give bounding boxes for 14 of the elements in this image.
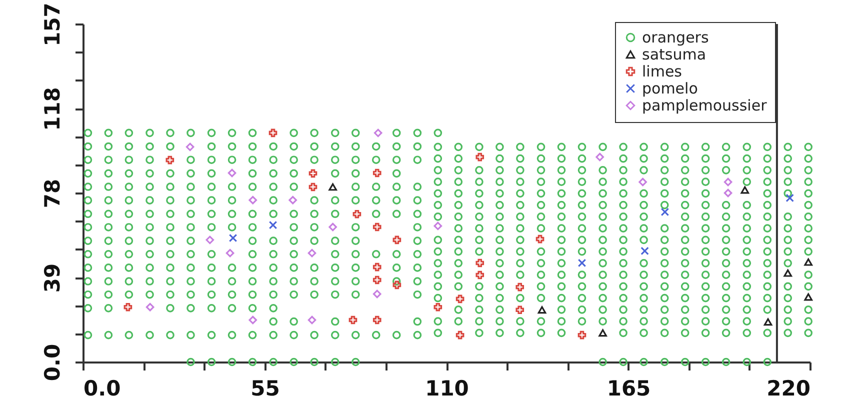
legend-label: orangers — [642, 28, 709, 46]
x-tick-label: 110 — [425, 376, 469, 400]
x-tick-label: 0.0 — [84, 376, 121, 400]
y-tick-label: 118 — [40, 87, 64, 131]
legend-label: limes — [642, 62, 682, 80]
legend-label: satsuma — [642, 46, 706, 64]
y-tick-label: 78 — [40, 178, 64, 208]
x-tick-label: 220 — [766, 376, 810, 400]
y-tick-label: 39 — [40, 263, 64, 293]
x-tick-label: 165 — [606, 376, 651, 400]
legend-label: pomelo — [642, 80, 698, 98]
legend-label: pamplemoussier — [642, 96, 768, 114]
x-tick-label: 55 — [250, 376, 280, 400]
y-tick-label: 157 — [40, 2, 64, 46]
